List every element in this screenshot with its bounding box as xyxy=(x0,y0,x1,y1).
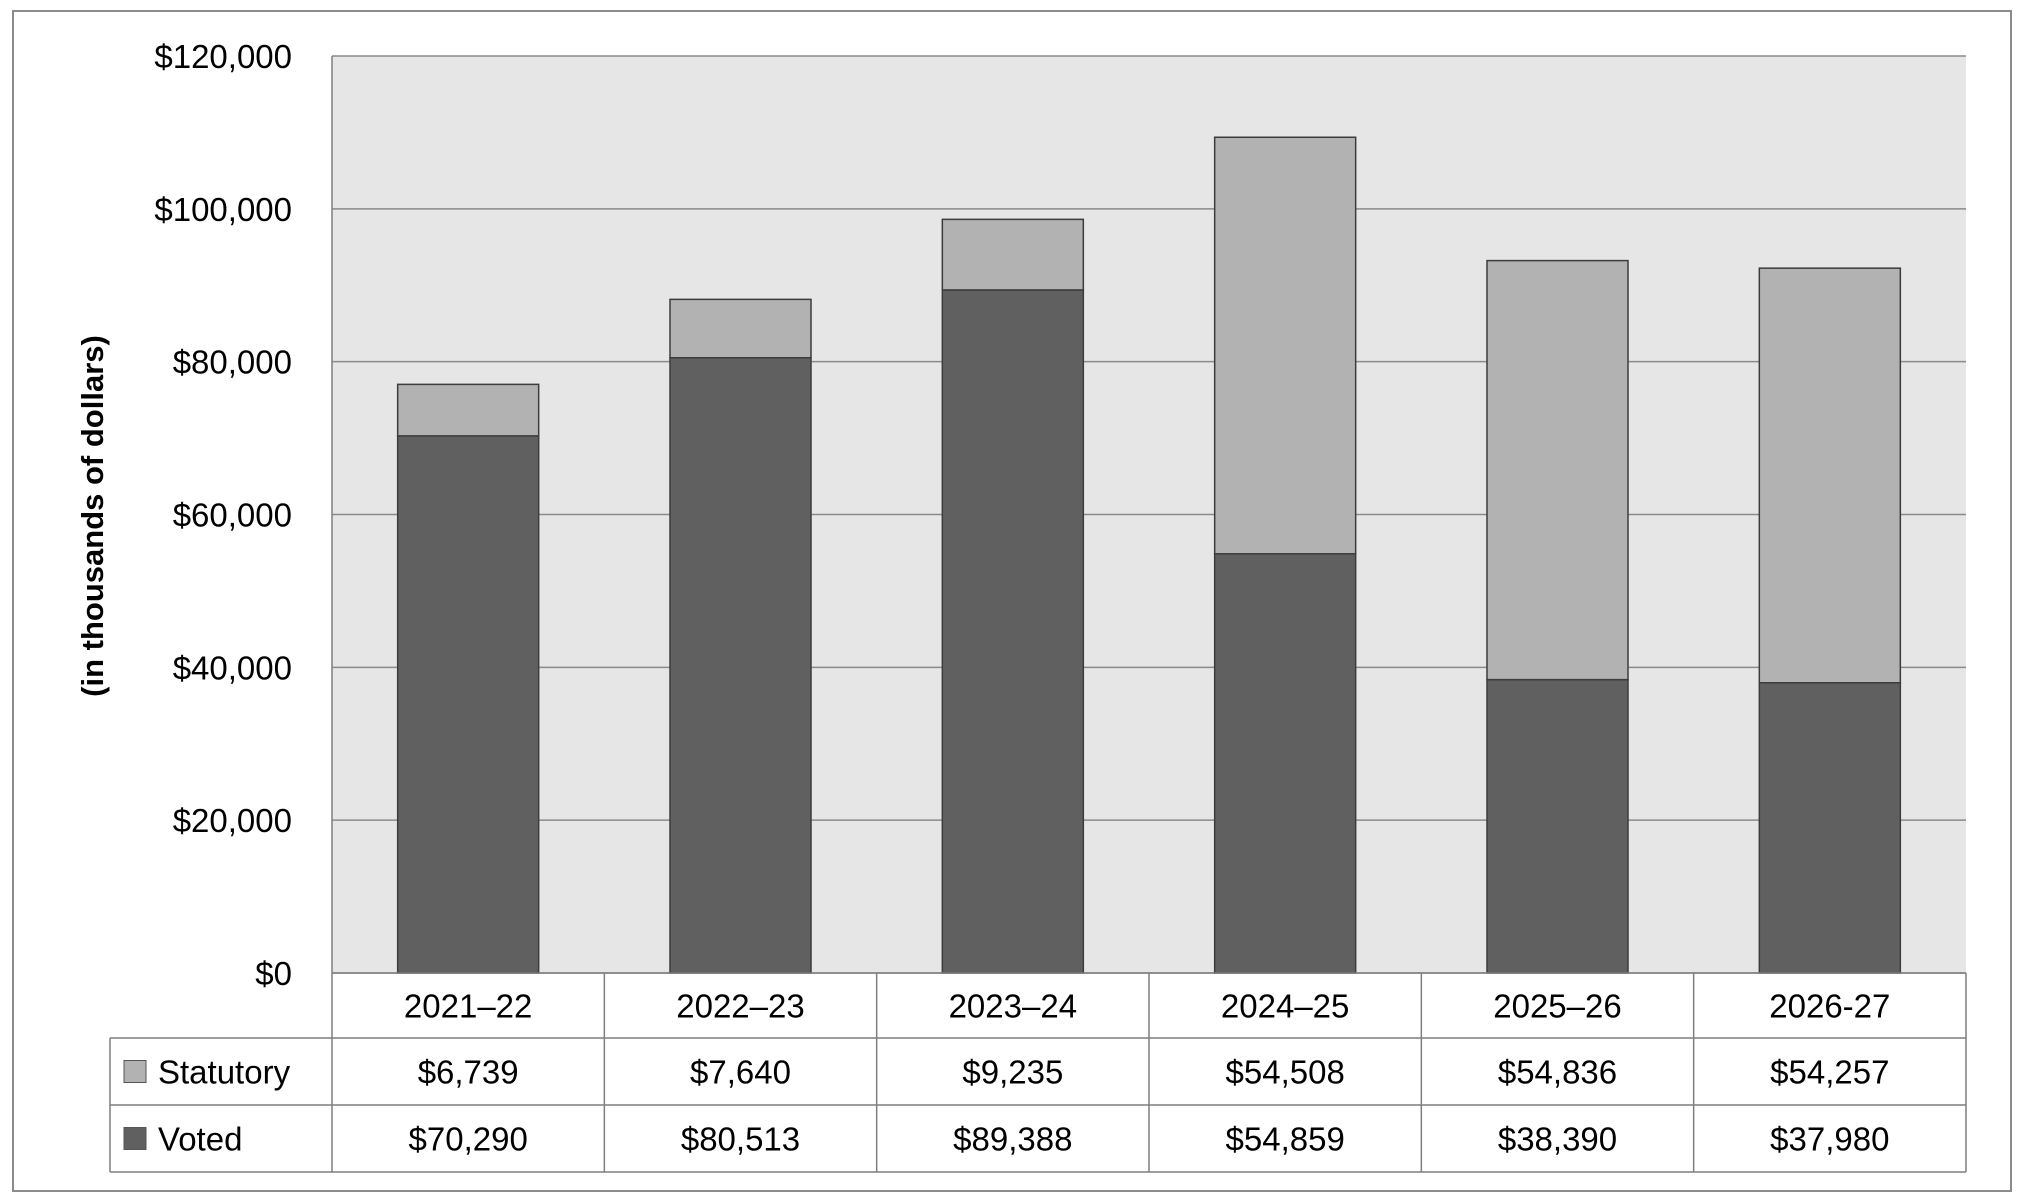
bar-voted xyxy=(669,356,812,974)
bar-voted xyxy=(1213,553,1357,974)
x-category-label: 2023–24 xyxy=(949,988,1077,1025)
x-category-label: 2026-27 xyxy=(1769,988,1890,1025)
legend-swatch-statutory xyxy=(123,1060,147,1083)
data-label-voted: $80,513 xyxy=(681,1121,800,1158)
bar-statutory xyxy=(1213,136,1357,555)
bar-statutory xyxy=(669,298,812,359)
bar-voted xyxy=(941,289,1085,974)
y-tick-label: $100,000 xyxy=(154,191,292,228)
data-label-voted: $37,980 xyxy=(1770,1121,1889,1158)
data-label-statutory: $7,640 xyxy=(690,1054,791,1091)
bar-voted xyxy=(1758,682,1902,974)
data-label-statutory: $54,836 xyxy=(1498,1054,1617,1091)
x-category-label: 2024–25 xyxy=(1221,988,1349,1025)
data-label-statutory: $54,508 xyxy=(1226,1054,1345,1091)
y-tick-label: $20,000 xyxy=(173,802,292,839)
bar-statutory xyxy=(1486,259,1629,681)
y-tick-label: $0 xyxy=(255,955,292,992)
legend-label-statutory: Statutory xyxy=(158,1054,291,1091)
y-tick-label: $40,000 xyxy=(173,649,292,686)
y-tick-label: $120,000 xyxy=(154,38,292,75)
data-label-statutory: $6,739 xyxy=(418,1054,519,1091)
data-label-voted: $70,290 xyxy=(409,1121,528,1158)
x-category-label: 2021–22 xyxy=(404,988,532,1025)
data-label-statutory: $54,257 xyxy=(1770,1054,1889,1091)
x-category-label: 2022–23 xyxy=(676,988,804,1025)
data-label-voted: $89,388 xyxy=(953,1121,1072,1158)
y-tick-label: $60,000 xyxy=(173,497,292,534)
legend-swatch-voted xyxy=(123,1127,147,1150)
bar-voted xyxy=(396,435,540,974)
data-label-statutory: $9,235 xyxy=(962,1054,1063,1091)
bar-voted xyxy=(1486,678,1629,974)
x-category-label: 2025–26 xyxy=(1493,988,1621,1025)
data-label-voted: $54,859 xyxy=(1226,1121,1345,1158)
y-axis-label: (in thousands of dollars) xyxy=(75,335,110,697)
bar-statutory xyxy=(396,383,540,437)
legend-label-voted: Voted xyxy=(158,1121,242,1158)
data-label-voted: $38,390 xyxy=(1498,1121,1617,1158)
y-tick-label: $80,000 xyxy=(173,344,292,381)
bar-statutory xyxy=(1758,267,1902,684)
bar-statutory xyxy=(941,218,1085,291)
chart-frame xyxy=(12,10,2012,1192)
